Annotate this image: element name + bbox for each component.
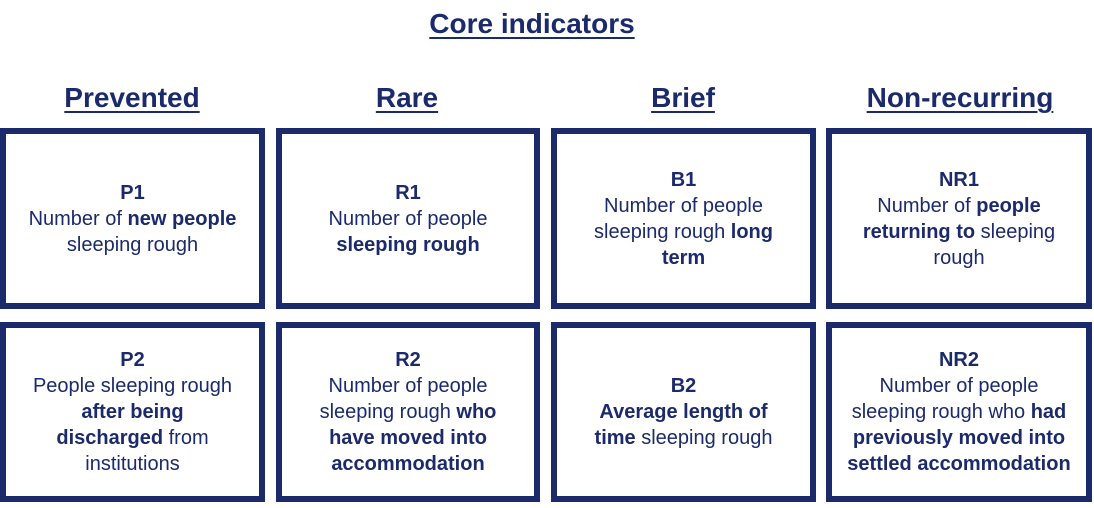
indicator-content: NR2 Number of people sleeping rough who h… [832, 347, 1086, 477]
description-text: People sleeping rough [32, 375, 233, 397]
indicator-code: P1 [120, 181, 145, 204]
description-text: sleeping rough [933, 220, 1056, 269]
indicator-description: People sleeping rough after being discha… [26, 373, 240, 477]
indicator-box-b1: B1 Number of people sleeping rough long t… [551, 128, 816, 309]
indicator-box-r1: R1 Number of people sleeping rough [276, 128, 540, 309]
description-text: sleeping rough [66, 233, 199, 256]
description-emphasis: Average length of time [594, 401, 768, 449]
description-text: Number of people sleeping rough who [851, 375, 1039, 423]
description-emphasis: had previously moved into settled accomm… [847, 401, 1071, 475]
description-emphasis: people returning to [862, 194, 1041, 243]
indicator-box-nr2: NR2 Number of people sleeping rough who h… [826, 322, 1092, 502]
description-emphasis: new people [127, 207, 237, 230]
column-header-brief: Brief [651, 82, 715, 113]
indicator-content: R2 Number of people sleeping rough who ha… [282, 347, 534, 477]
indicator-description: Number of people sleeping rough long ter… [577, 193, 791, 271]
indicator-box-r2: R2 Number of people sleeping rough who ha… [276, 322, 540, 502]
indicator-content: P2 People sleeping rough after being disc… [6, 347, 259, 477]
description-text: sleeping rough [635, 427, 773, 449]
indicator-content: P1 Number of new people sleeping rough [6, 180, 259, 258]
indicator-box-b2: B2 Average length of time sleeping rough [551, 322, 816, 502]
indicator-description: Number of people sleeping rough [301, 206, 515, 258]
description-text: Number of [28, 207, 128, 230]
indicator-content: B1 Number of people sleeping rough long t… [557, 167, 810, 271]
indicator-box-nr1: NR1 Number of people returning to sleepin… [826, 128, 1092, 309]
indicator-description: Number of people sleeping rough who had … [842, 373, 1076, 477]
indicator-code: NR2 [938, 349, 979, 371]
indicator-box-p2: P2 People sleeping rough after being disc… [0, 322, 265, 502]
description-emphasis: sleeping rough [336, 233, 480, 256]
description-text: from institutions [85, 427, 209, 475]
indicator-description: Number of people returning to sleeping r… [842, 193, 1076, 271]
indicator-content: NR1 Number of people returning to sleepin… [832, 167, 1086, 271]
description-text: Number of people [328, 207, 488, 230]
description-emphasis: after being discharged [56, 401, 184, 449]
indicator-code: R2 [395, 349, 421, 371]
indicator-code: B1 [670, 168, 697, 191]
description-text: Number of people sleeping rough [319, 375, 488, 423]
indicator-description: Number of people sleeping rough who have… [301, 373, 515, 477]
indicator-code: R1 [395, 181, 421, 204]
description-text: Number of people sleeping rough [594, 194, 763, 243]
indicator-description: Average length of time sleeping rough [577, 399, 791, 451]
indicator-code: P2 [120, 349, 145, 371]
description-emphasis: who have moved into accommodation [329, 401, 497, 475]
page-title: Core indicators [429, 8, 635, 39]
column-header-non-recurring: Non-recurring [866, 82, 1054, 113]
indicator-description: Number of new people sleeping rough [26, 206, 240, 258]
column-header-prevented: Prevented [64, 82, 200, 113]
indicator-box-p1: P1 Number of new people sleeping rough [0, 128, 265, 309]
description-text: Number of [877, 194, 977, 217]
column-header-rare: Rare [375, 82, 439, 113]
indicator-content: B2 Average length of time sleeping rough [557, 373, 810, 451]
description-emphasis: long term [661, 220, 773, 269]
indicator-content: R1 Number of people sleeping rough [282, 180, 534, 258]
indicator-code: NR1 [938, 168, 979, 191]
indicator-code: B2 [670, 375, 697, 397]
